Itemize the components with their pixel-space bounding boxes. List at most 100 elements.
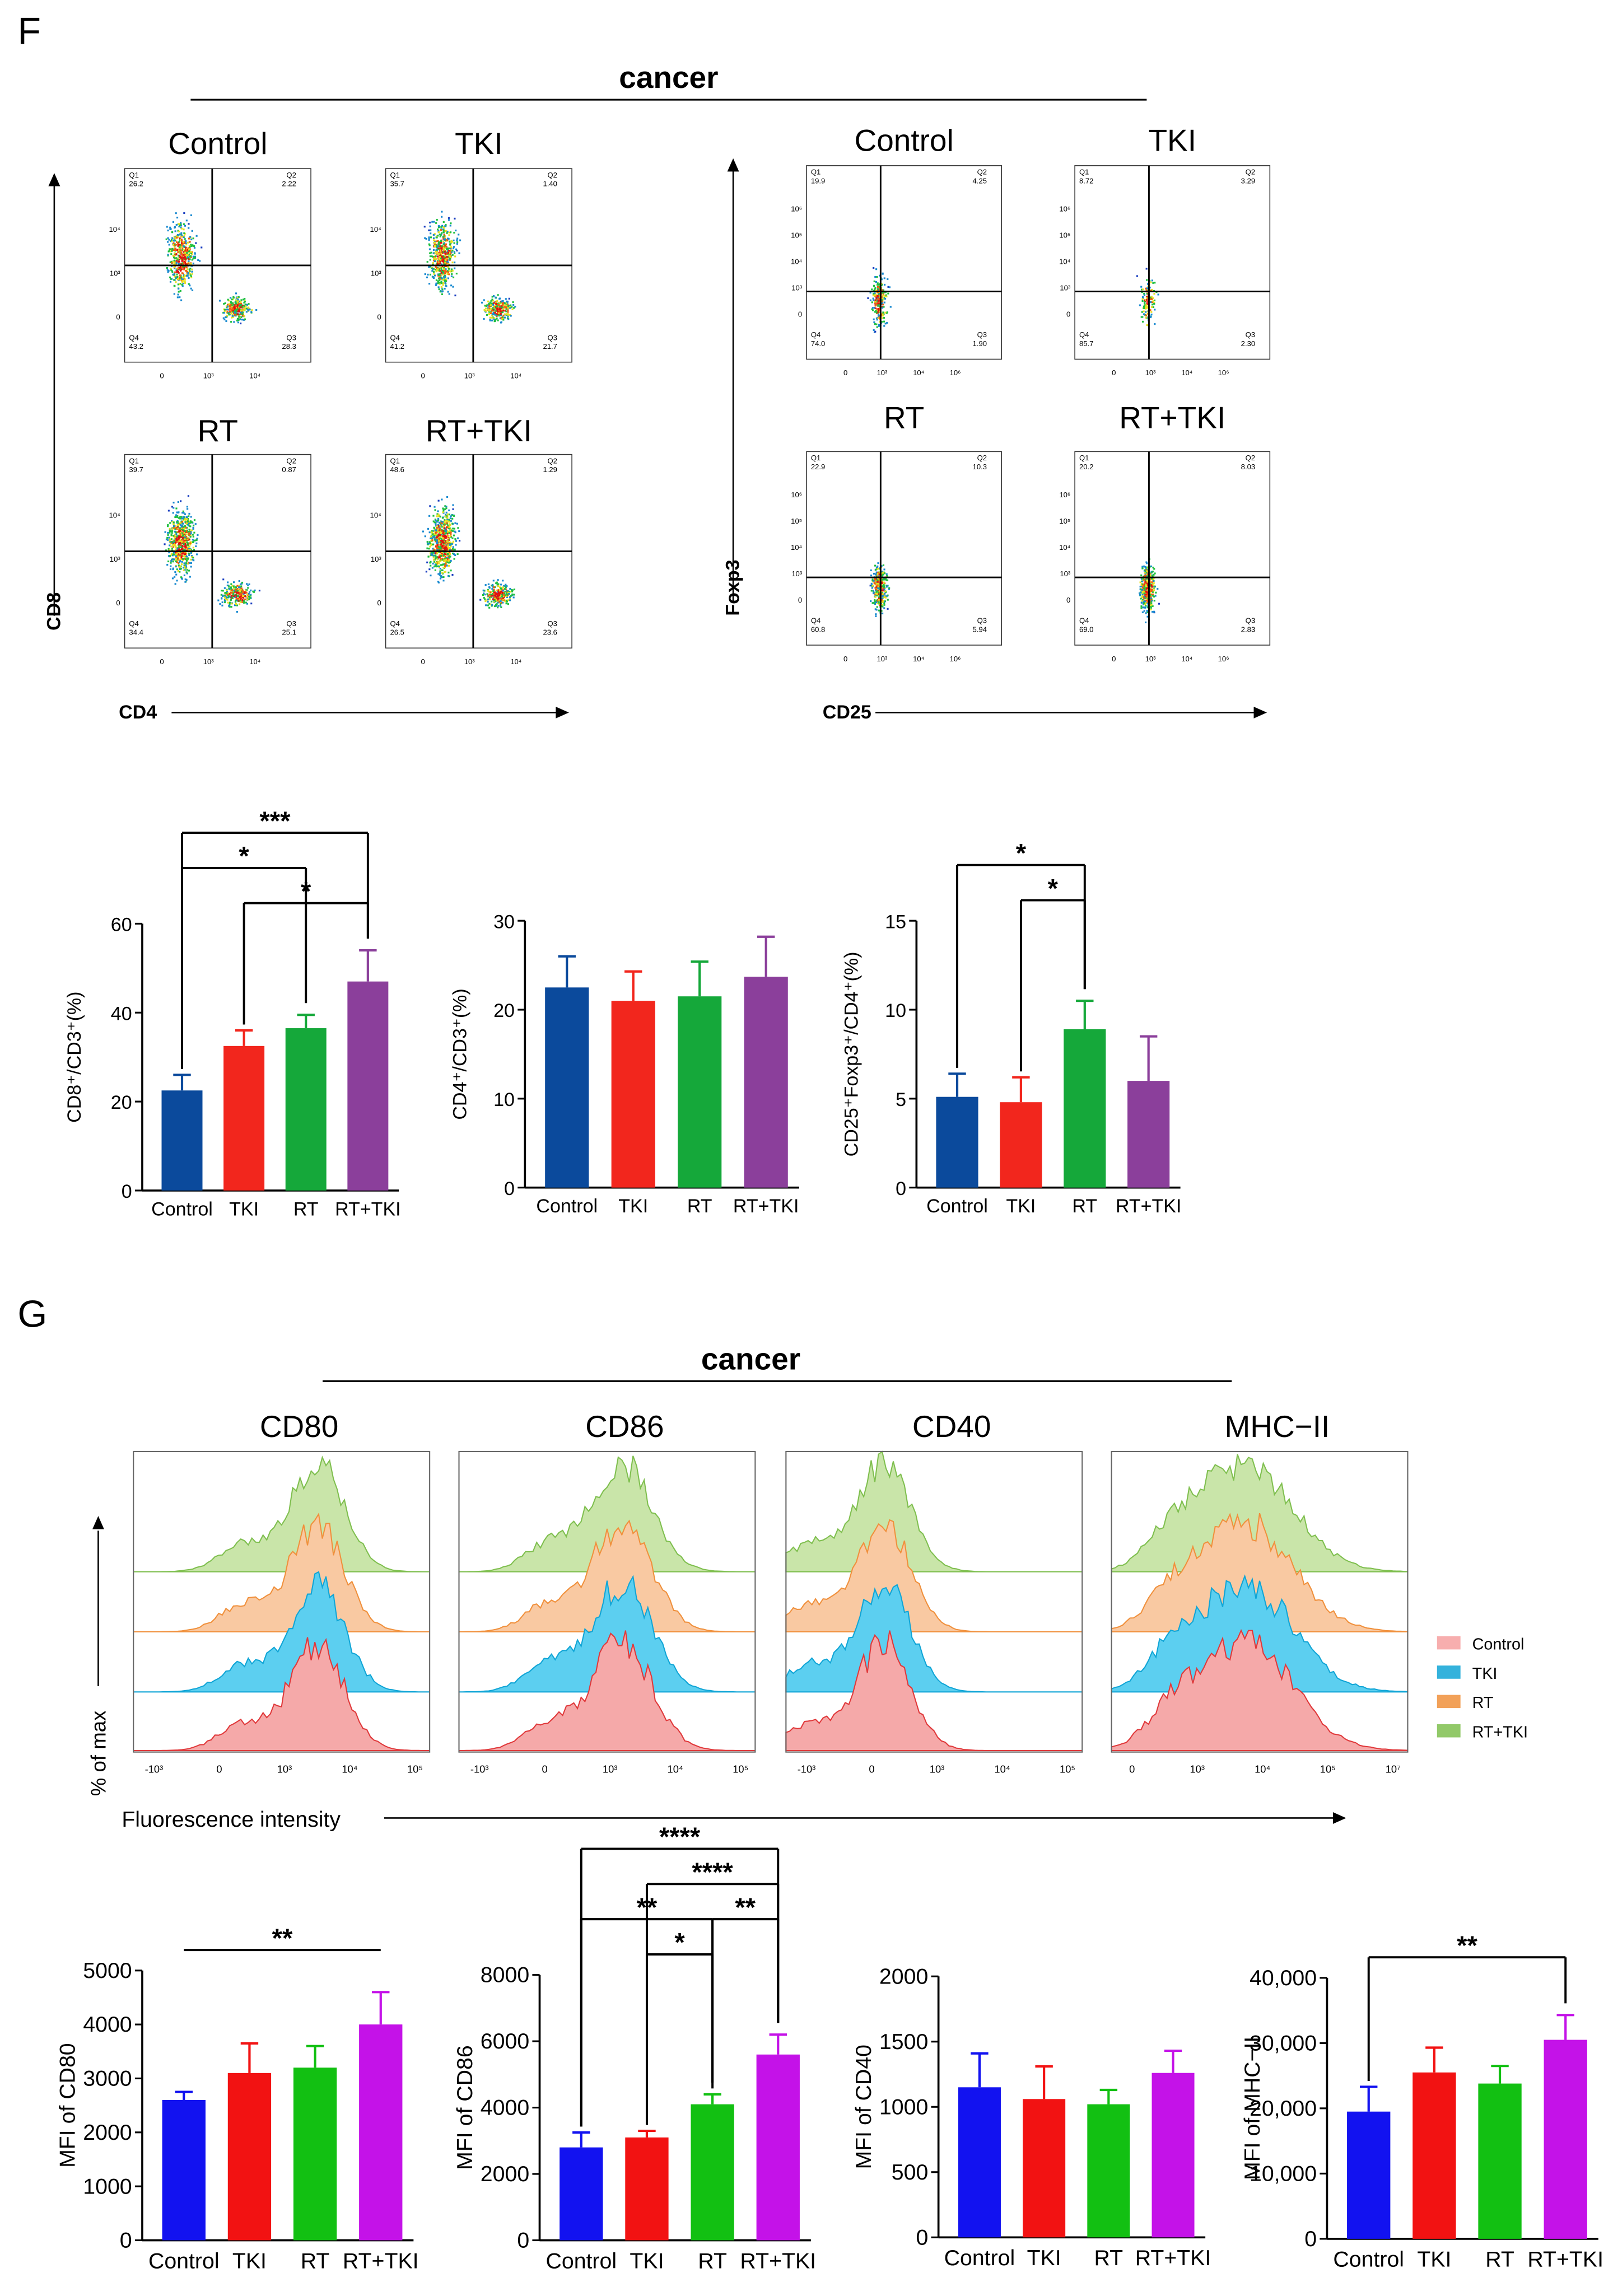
histogram-curve-rt [1111, 1513, 1409, 1633]
event-dot [877, 581, 879, 583]
event-dot [187, 247, 189, 249]
bar-control [958, 2087, 1001, 2238]
event-dot [489, 598, 491, 600]
event-dot [876, 594, 878, 597]
histogram-frame [458, 1450, 756, 1753]
event-dot [504, 594, 507, 596]
event-dot [455, 540, 458, 542]
event-dot [1141, 600, 1144, 602]
event-dot [179, 568, 181, 570]
event-dot [171, 549, 173, 552]
event-dot [183, 557, 185, 560]
event-dot [444, 553, 446, 556]
event-dot [444, 556, 446, 558]
event-dot [505, 310, 507, 312]
event-dot [164, 543, 166, 545]
event-dot [436, 565, 439, 567]
event-dot [457, 537, 459, 539]
event-dot [173, 558, 175, 561]
event-dot [446, 239, 448, 241]
y-tick-label: 10³ [110, 555, 121, 563]
event-dot [447, 548, 450, 550]
event-dot [166, 267, 168, 269]
event-dot [230, 596, 232, 599]
event-dot [190, 566, 192, 568]
event-dot [443, 234, 445, 236]
event-dot [240, 585, 243, 587]
event-dot [243, 319, 245, 321]
event-dot [183, 254, 185, 256]
event-dot [435, 537, 437, 539]
event-dot [173, 507, 175, 509]
y-tick-label: 0 [896, 1178, 906, 1200]
event-dot [237, 591, 240, 594]
event-dot [240, 304, 242, 306]
y-axis-label: MFI of CD80 [55, 2043, 80, 2168]
event-dot [884, 595, 887, 598]
event-dot [878, 603, 880, 605]
event-dot [435, 284, 437, 286]
event-dot [175, 224, 178, 226]
event-dot [881, 297, 883, 300]
event-dot [169, 568, 172, 570]
event-dot [447, 531, 449, 533]
event-dot [492, 598, 494, 600]
event-dot [184, 256, 186, 258]
event-dot [182, 519, 185, 522]
event-dot [188, 223, 190, 225]
event-dot [172, 255, 174, 257]
event-dot [178, 543, 180, 545]
event-dot [190, 244, 192, 246]
x-tick-label: 10⁴ [913, 655, 924, 663]
event-dot [230, 583, 232, 585]
event-dot [239, 317, 241, 319]
event-dot [429, 505, 431, 507]
event-dot [177, 283, 179, 286]
event-dot [874, 603, 877, 605]
event-dot [178, 538, 180, 541]
event-dot [232, 594, 235, 596]
event-dot [444, 282, 446, 284]
event-dot [447, 277, 449, 279]
event-dot [874, 599, 876, 601]
event-dot [171, 249, 174, 251]
event-dot [451, 254, 454, 256]
event-dot [171, 541, 174, 544]
event-dot [497, 313, 499, 315]
event-dot [1143, 603, 1145, 605]
event-dot [506, 594, 509, 596]
quadrant-percent: 2.22 [282, 180, 296, 188]
event-dot [487, 595, 490, 597]
y-tick-label: 500 [892, 2160, 929, 2185]
event-dot [503, 592, 505, 595]
y-tick-label: 0 [798, 310, 802, 318]
event-dot [437, 525, 440, 527]
event-dot [451, 537, 454, 539]
event-dot [183, 512, 185, 514]
event-dot [434, 509, 436, 511]
event-dot [876, 606, 878, 608]
event-dot [431, 276, 433, 278]
event-dot [441, 542, 444, 544]
y-tick-label: 10 [885, 1000, 906, 1021]
event-dot [442, 251, 445, 253]
quadrant-name: Q1 [129, 456, 138, 465]
quadrant-name: Q3 [286, 333, 296, 342]
event-dot [1152, 300, 1154, 302]
event-dot [489, 319, 491, 321]
y-tick-label: 5 [896, 1089, 906, 1110]
event-dot [171, 262, 173, 264]
event-dot [442, 243, 445, 245]
event-dot [1146, 283, 1149, 285]
event-dot [500, 584, 502, 586]
event-dot [173, 523, 175, 525]
event-dot [448, 532, 450, 534]
event-dot [248, 595, 250, 598]
event-dot [447, 217, 450, 219]
event-dot [248, 592, 250, 595]
event-dot [194, 256, 197, 259]
event-dot [185, 220, 188, 222]
y-tick-label: 0 [116, 313, 120, 321]
event-dot [882, 311, 884, 314]
event-dot [879, 595, 881, 597]
